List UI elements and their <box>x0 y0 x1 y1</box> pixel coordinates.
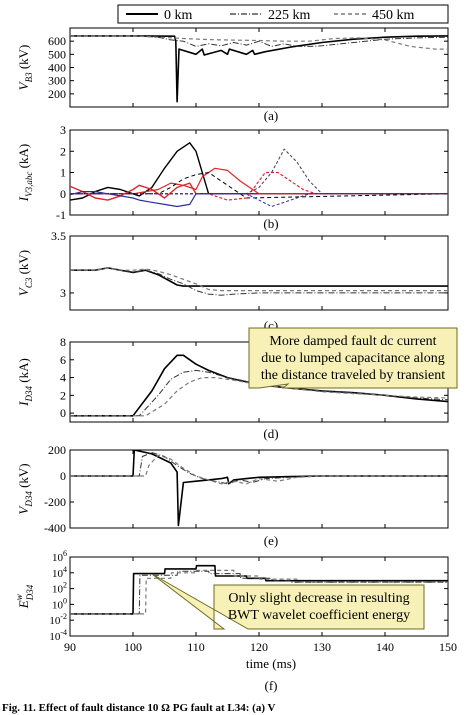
series-line <box>70 569 448 615</box>
panel-label: (e) <box>264 533 278 548</box>
y-tick-label: 2 <box>60 144 66 158</box>
y-tick-label: 100 <box>52 596 67 611</box>
series-line <box>70 193 448 207</box>
series-line <box>70 182 448 201</box>
series-group <box>70 267 448 296</box>
chart-panel-e: -400 -200 0 200 VD34 (kV) (e) <box>16 443 449 548</box>
y-tick-label: 6 <box>60 353 66 367</box>
y-tick-label: 1 <box>60 166 66 180</box>
series-line <box>70 171 448 201</box>
x-tick-label: 90 <box>64 640 76 654</box>
series-group <box>70 564 448 615</box>
y-tick-label: 106 <box>52 549 67 564</box>
legend-entry: 0 km <box>164 8 193 23</box>
y-tick-label: 200 <box>48 87 66 101</box>
y-tick-label: 104 <box>52 565 67 580</box>
series-line <box>70 191 448 208</box>
axes-frame <box>69 27 449 108</box>
series-group <box>70 354 448 417</box>
callout-text: due to lumped capacitance along <box>261 351 444 366</box>
y-tick-label: 8 <box>60 335 66 349</box>
x-tick-label: 140 <box>376 640 394 654</box>
y-axis-label: ID34 (kA) <box>16 358 34 407</box>
series-line <box>70 369 448 417</box>
figure-caption: Fig. 11. Effect of fault distance 10 Ω P… <box>2 702 276 714</box>
panel-label: (a) <box>264 108 278 123</box>
series-line <box>70 35 448 50</box>
x-axis-label: time (ms) <box>246 656 296 671</box>
y-tick-label: 300 <box>48 74 66 88</box>
y-tick-label: 500 <box>48 47 66 61</box>
y-tick-label: 600 <box>48 34 66 48</box>
series-line <box>70 570 448 615</box>
x-tick-label: 120 <box>250 640 268 654</box>
y-tick-label: 3.5 <box>51 229 66 243</box>
y-tick-label: -200 <box>44 495 66 509</box>
axes-frame <box>69 449 449 529</box>
series-line <box>70 35 448 47</box>
callout-text: BWT wavelet coefficient energy <box>228 608 410 623</box>
series-group <box>70 450 448 527</box>
legend-entry: 225 km <box>268 8 311 23</box>
y-axis-label: VC3 (kV) <box>16 250 34 296</box>
chart-panel-d: 0 2 4 6 8 ID34 (kA) (d) <box>16 335 449 441</box>
x-tick-label: 110 <box>187 640 205 654</box>
chart-panel-b: -1 0 1 2 3 IV3,abc (kA) (b) <box>16 123 449 231</box>
y-tick-label: 0 <box>60 406 66 420</box>
y-tick-label: 102 <box>52 581 67 596</box>
series-line <box>70 267 448 296</box>
series-line <box>70 148 448 195</box>
y-tick-label: -1 <box>56 208 66 222</box>
y-tick-label: 10-2 <box>49 612 67 627</box>
series-line <box>70 450 448 527</box>
y-tick-label: 2 <box>60 388 66 402</box>
y-tick-label: 0 <box>60 187 66 201</box>
y-tick-label: 3 <box>60 123 66 137</box>
panel-label: (f) <box>265 678 278 693</box>
y-tick-label: -400 <box>44 521 66 535</box>
y-axis-label: IV3,abc (kA) <box>16 144 34 202</box>
series-group <box>70 35 448 103</box>
callout-wavelet-energy: Only slight decrease in resulting BWT wav… <box>151 573 425 630</box>
axes-frame <box>69 129 449 216</box>
series-line <box>70 142 448 201</box>
callout-text: Only slight decrease in resulting <box>228 591 409 606</box>
callout-bubble <box>151 573 425 630</box>
series-line <box>70 167 448 195</box>
y-tick-label: 0 <box>60 469 66 483</box>
x-tick-label: 100 <box>124 640 142 654</box>
y-tick-label: 3 <box>60 286 66 300</box>
series-line <box>70 454 448 485</box>
x-tick-label: 130 <box>313 640 331 654</box>
y-tick-label: 400 <box>48 61 66 75</box>
y-axis-label: EwD34 <box>14 584 35 609</box>
panel-label: (b) <box>263 216 278 231</box>
y-axis-label: VD34 (kV) <box>16 463 34 514</box>
legend-entry: 450 km <box>372 8 415 23</box>
series-line <box>70 377 448 417</box>
legend-box <box>117 4 449 24</box>
callout-damped-current: More damped fault dc current due to lumpe… <box>248 327 458 389</box>
callout-bubble <box>248 327 458 389</box>
series-line <box>70 452 448 485</box>
series-line <box>70 172 448 199</box>
series-group <box>70 142 448 208</box>
callout-text: More damped fault dc current <box>269 334 436 349</box>
series-line <box>70 35 448 103</box>
callout-text: the distance traveled by transient <box>261 368 445 383</box>
x-tick-label: 150 <box>439 640 457 654</box>
y-tick-label: 4 <box>60 371 66 385</box>
axes-frame <box>69 235 449 311</box>
y-tick-label: 200 <box>48 443 66 457</box>
legend: 0 km 225 km 450 km <box>117 4 449 24</box>
y-axis-label: VB3 (kV) <box>16 45 34 91</box>
panel-label: (d) <box>263 426 278 441</box>
